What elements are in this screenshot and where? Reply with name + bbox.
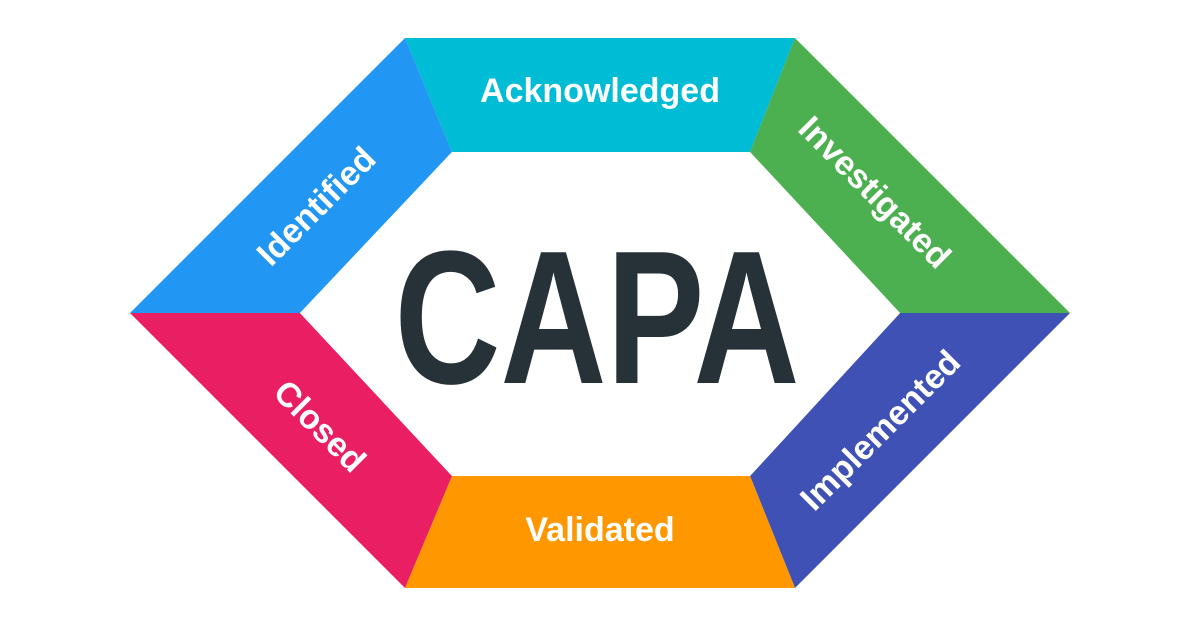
segment-identified [130,38,452,313]
inner-hexagon [300,152,900,476]
label-validated: Validated [525,511,674,549]
center-title: CAPA [395,212,800,424]
segment-acknowledged [405,38,795,152]
segment-investigated [750,38,1070,313]
label-acknowledged: Acknowledged [480,72,720,110]
segment-validated [405,476,795,588]
segment-implemented [750,313,1070,588]
segment-closed [130,313,452,588]
